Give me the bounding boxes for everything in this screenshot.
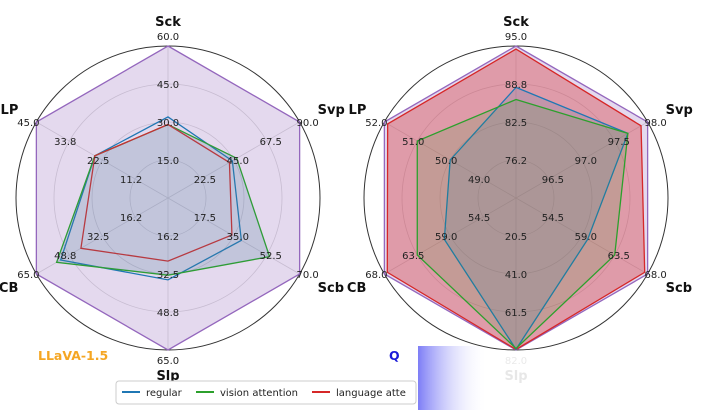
tick-label: 59.0 xyxy=(435,232,457,243)
axis-title-scb: Scb xyxy=(666,281,692,296)
legend-box xyxy=(115,380,417,405)
tick-label: 67.5 xyxy=(260,137,282,148)
tick-label: 15.0 xyxy=(157,156,179,167)
axis-title-lp: LP xyxy=(349,103,367,118)
axis-title-cb: CB xyxy=(0,281,18,296)
tick-label: 45.0 xyxy=(17,118,39,129)
radar-chart-q: 76.2 82.5 88.8 95.0 96.5 97.0 97.5 98.0 54.5 59.0… xyxy=(347,15,693,384)
series-vision-attention xyxy=(416,98,629,350)
axis-title-slp: Slp xyxy=(156,369,179,384)
model-label-llava: LLaVA-1.5 xyxy=(38,348,108,363)
watermark-blur-2 xyxy=(488,355,528,410)
legend-label-regular: regular xyxy=(146,388,183,399)
tick-label: 32.5 xyxy=(87,232,109,243)
tick-label: 16.2 xyxy=(120,213,142,224)
axis-title-svp: Svp xyxy=(666,103,693,118)
tick-label: 63.5 xyxy=(402,251,424,262)
tick-label: 22.5 xyxy=(87,156,109,167)
tick-label: 32.5 xyxy=(157,270,179,281)
tick-label: 90.0 xyxy=(297,118,319,129)
tick-label: 70.0 xyxy=(297,270,319,281)
tick-label: 52.0 xyxy=(365,118,387,129)
grid-spoke xyxy=(515,121,648,199)
legend-label-vision: vision attention xyxy=(220,388,298,399)
axis-title-cb: CB xyxy=(347,281,366,296)
series-language-attention xyxy=(80,123,233,262)
tick-label: 54.5 xyxy=(542,213,564,224)
grid-spoke xyxy=(36,197,169,275)
grid-spoke xyxy=(384,197,517,275)
grid-spoke xyxy=(167,197,300,275)
tick-label: 45.0 xyxy=(227,156,249,167)
tick-label: 45.0 xyxy=(157,80,179,91)
tick-label: 11.2 xyxy=(120,175,142,186)
series-fill-shade xyxy=(56,124,270,276)
axis-title-svp: Svp xyxy=(318,103,345,118)
tick-label: 22.5 xyxy=(194,175,216,186)
tick-label: 68.0 xyxy=(645,270,667,281)
tick-label: 95.0 xyxy=(505,32,527,43)
tick-label: 88.8 xyxy=(505,80,527,91)
tick-label: 17.5 xyxy=(194,213,216,224)
tick-label: 54.5 xyxy=(468,213,490,224)
legend: regular vision attention language atte xyxy=(115,380,417,405)
model-label-q: Q xyxy=(389,348,400,363)
tick-label: 65.0 xyxy=(17,270,39,281)
tick-label: 20.5 xyxy=(505,232,527,243)
tick-label: 98.0 xyxy=(645,118,667,129)
grid-spoke xyxy=(167,121,300,199)
tick-label: 50.0 xyxy=(435,156,457,167)
tick-label: 59.0 xyxy=(575,232,597,243)
tick-label: 48.8 xyxy=(54,251,76,262)
tick-label: 48.8 xyxy=(157,308,179,319)
grid-spoke xyxy=(36,121,169,199)
grid-spoke xyxy=(515,197,648,275)
legend-label-language: language atte xyxy=(336,388,406,399)
axis-title-scb: Scb xyxy=(318,281,344,296)
tick-label: 97.5 xyxy=(608,137,630,148)
tick-label: 16.2 xyxy=(157,232,179,243)
tick-label: 52.5 xyxy=(260,251,282,262)
axis-title-sck: Sck xyxy=(503,15,529,30)
tick-label: 97.0 xyxy=(575,156,597,167)
radar-chart-llava: 15.0 30.0 45.0 60.0 22.5 45.0 67.5 90.0 17.5 35.0… xyxy=(0,15,345,384)
tick-label: 68.0 xyxy=(365,270,387,281)
tick-label: 35.0 xyxy=(227,232,249,243)
tick-label: 61.5 xyxy=(505,308,527,319)
tick-label: 63.5 xyxy=(608,251,630,262)
tick-label: 60.0 xyxy=(157,32,179,43)
axis-title-sck: Sck xyxy=(155,15,181,30)
tick-label: 96.5 xyxy=(542,175,564,186)
tick-label: 76.2 xyxy=(505,156,527,167)
tick-label: 65.0 xyxy=(157,356,179,367)
tick-label: 41.0 xyxy=(505,270,527,281)
tick-label: 33.8 xyxy=(54,137,76,148)
series-upper-bound xyxy=(35,45,301,351)
tick-label: 51.0 xyxy=(402,137,424,148)
watermark-blur xyxy=(418,346,488,410)
tick-label: 30.0 xyxy=(157,118,179,129)
tick-label: 82.5 xyxy=(505,118,527,129)
tick-label: 49.0 xyxy=(468,175,490,186)
axis-title-lp: LP xyxy=(1,103,19,118)
